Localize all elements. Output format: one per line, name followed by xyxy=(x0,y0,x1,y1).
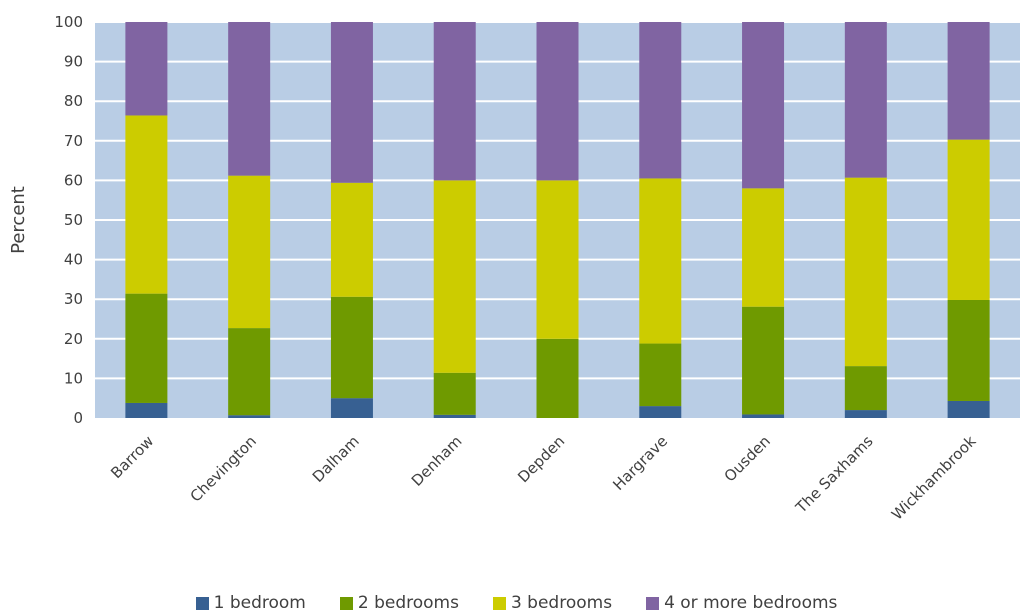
bar-segment xyxy=(330,296,373,399)
bar-segment xyxy=(639,406,682,418)
x-tick-label: The Saxhams xyxy=(792,432,877,517)
bar-segment xyxy=(844,22,887,178)
bar-segment xyxy=(125,115,168,294)
bar-chart: 0 10 20 30 40 50 60 70 80 90 100 Barrow Chevington D… xyxy=(8,13,1020,524)
legend-swatch xyxy=(646,596,660,610)
bar-segment xyxy=(536,22,579,181)
legend-swatch xyxy=(492,596,506,610)
bar-segment xyxy=(330,398,373,418)
bar-segment xyxy=(844,177,887,367)
legend-item: 4 or more bedrooms xyxy=(646,593,837,613)
bar-segment xyxy=(330,182,373,297)
legend-label: 2 bedrooms xyxy=(357,593,459,613)
y-tick-label: 40 xyxy=(64,251,83,269)
bars xyxy=(125,22,990,418)
x-tick-label: Wickhambrook xyxy=(888,432,980,524)
bar-segment xyxy=(947,400,990,418)
bar-segment xyxy=(947,22,990,140)
bar-segment xyxy=(536,180,579,339)
bar-segment xyxy=(639,343,682,407)
bar-segment xyxy=(536,338,579,418)
x-tick-label: Ousden xyxy=(721,432,774,485)
bar-segment xyxy=(742,22,785,189)
bar-segment xyxy=(742,188,785,307)
y-tick-label: 50 xyxy=(64,211,83,229)
bar-segment xyxy=(228,415,271,418)
y-tick-label: 80 xyxy=(64,92,83,110)
bar-segment xyxy=(742,306,785,415)
y-tick-label: 0 xyxy=(73,409,83,427)
x-tick-label: Hargrave xyxy=(609,432,671,494)
bar-segment xyxy=(125,22,168,116)
x-tick-label: Denham xyxy=(408,432,466,490)
x-tick-label: Chevington xyxy=(187,432,260,505)
x-tick-label: Dalham xyxy=(309,432,363,486)
y-tick-label: 90 xyxy=(64,53,83,71)
x-axis-tick-labels: Barrow Chevington Dalham Denham Depden Hargra… xyxy=(107,432,979,524)
bar-segment xyxy=(125,402,168,418)
x-tick-label: Barrow xyxy=(107,432,157,482)
legend-label: 3 bedrooms xyxy=(510,593,613,613)
y-tick-label: 30 xyxy=(64,290,83,308)
bar-segment xyxy=(947,299,990,401)
y-tick-label: 100 xyxy=(54,13,83,31)
y-axis-title: Percent xyxy=(8,186,29,254)
bar-segment xyxy=(125,293,168,403)
legend-label: 1 bedroom xyxy=(213,593,306,613)
x-tick-label: Depden xyxy=(514,432,568,486)
legend-item: 3 bedrooms xyxy=(492,593,613,613)
y-axis-tick-labels: 0 10 20 30 40 50 60 70 80 90 100 xyxy=(54,13,83,427)
bar-segment xyxy=(433,372,476,415)
legend: 1 bedroom 2 bedrooms 3 bedrooms 4 or more b… xyxy=(0,592,1033,614)
bar-segment xyxy=(639,22,682,179)
y-tick-label: 10 xyxy=(64,369,83,387)
bar-segment xyxy=(433,180,476,373)
bar-segment xyxy=(433,414,476,418)
legend-label: 4 or more bedrooms xyxy=(664,593,838,613)
bar-segment xyxy=(639,178,682,344)
y-tick-label: 70 xyxy=(64,132,83,150)
y-tick-label: 20 xyxy=(64,330,83,348)
bar-segment xyxy=(228,22,271,176)
bar-segment xyxy=(947,139,990,300)
bar-segment xyxy=(742,414,785,418)
bar-segment xyxy=(330,22,373,183)
bar-segment xyxy=(844,410,887,418)
legend-item: 1 bedroom xyxy=(195,593,306,613)
bar-segment xyxy=(228,175,271,329)
legend-swatch xyxy=(339,596,353,610)
bar-segment xyxy=(228,328,271,416)
bar-segment xyxy=(433,22,476,181)
legend-swatch xyxy=(195,596,209,610)
legend-item: 2 bedrooms xyxy=(339,593,459,613)
y-tick-label: 60 xyxy=(64,171,83,189)
bar-segment xyxy=(844,366,887,411)
